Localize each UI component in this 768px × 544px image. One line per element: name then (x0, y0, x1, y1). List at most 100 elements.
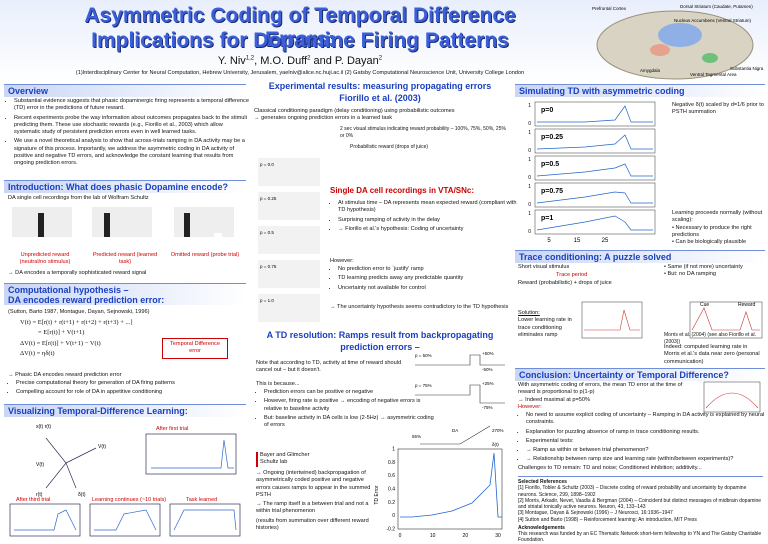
text: However: (330, 258, 354, 264)
panel-label: Learning continues (~10 trials) (92, 497, 166, 503)
legend-entry: Schultz lab (260, 459, 288, 466)
panel-label: p=1 (541, 215, 553, 222)
plot-frame (703, 381, 761, 413)
text: Trace period (556, 272, 588, 278)
psth (258, 192, 320, 220)
y-tick-label: 1 (528, 157, 531, 163)
y-tick-label: 1 (528, 130, 531, 136)
curve (584, 309, 640, 331)
p-label: +25% (482, 381, 494, 386)
brain-label: Prefrontal Cortex (592, 6, 627, 11)
psth (258, 294, 320, 322)
brain-figure: Prefrontal Cortex Dorsal Striatum (Cauda… (592, 4, 764, 80)
striatum (658, 23, 702, 47)
text-line: Solution: (518, 310, 540, 316)
ack-text: This research was funded by an EC Themat… (518, 531, 762, 544)
heading-line: prediction errors – (340, 341, 420, 352)
list-item: No prediction error to `justify' ramp (338, 266, 518, 273)
asymmetry-diagram: DA 270% 55% δ(t) (412, 425, 504, 447)
legend-entry: Bayer and Glimcher (260, 452, 310, 458)
text: 2 sec visual stimulus indicating reward … (340, 126, 506, 139)
heading-line: A TD resolution: Ramps result from backp… (266, 330, 494, 340)
p-label: p = 0.5 (260, 230, 274, 235)
bullet-list: At stimulus time – DA represents mean ex… (330, 200, 518, 235)
brain-label: Dorsal Striatum (Caudate, Putamen) (680, 4, 753, 9)
text: With asymmetric coding of errors, the me… (518, 382, 683, 404)
panel-label: After third trial (16, 497, 50, 503)
y-tick-label: 0 (528, 121, 531, 127)
text: Solution: Lower learning rate in trace co… (518, 310, 578, 339)
y-tick-label: 0.4 (388, 487, 395, 493)
panel-curve (536, 191, 653, 204)
legend: Bayer and Glimcher Schultz lab (256, 452, 370, 467)
affiliation: (1)Interdisciplinary Center for Neural C… (75, 70, 525, 76)
p-label: p = 0.0 (260, 162, 274, 167)
section-heading: Introduction: What does phasic Dopamine … (4, 180, 246, 193)
y-tick-label: 0 (528, 148, 531, 154)
x-tick-label: 25 (602, 238, 609, 244)
y-tick-label: 0 (528, 202, 531, 208)
arrow (45, 437, 67, 464)
text: Negative δ(t) scaled by d=1/6 prior to P… (672, 102, 764, 116)
panel-label: Task learned (186, 497, 217, 503)
y-tick-label: 0 (392, 513, 395, 519)
p-label: 270% (492, 428, 504, 433)
list-item: Compelling account for role of DA in app… (16, 389, 252, 396)
y-tick-label: 0.6 (388, 473, 395, 479)
plot-label: Cue (700, 302, 709, 308)
symbol: x(t) r(t) (36, 424, 51, 430)
p-label: p = 0.25 (260, 196, 277, 201)
recording-figure (12, 207, 234, 237)
list-item: At stimulus time – DA represents mean ex… (338, 200, 518, 215)
arrow (65, 462, 77, 489)
text: • Same (if not more) uncertainty • But: n… (664, 264, 764, 279)
y-tick-label: 1 (528, 103, 531, 109)
list-item: TD learning predicts away any predictabl… (338, 275, 518, 282)
bullet-list: Prediction errors can be positive or neg… (256, 389, 434, 431)
y-tick-label: -0.2 (386, 527, 395, 533)
text-line: Lower learning rate in trace conditionin… (518, 317, 572, 338)
panel-label: p=0 (541, 107, 553, 114)
dip (214, 233, 222, 237)
psth (258, 226, 320, 254)
title-line: Asymmetric Coding of Temporal Difference… (84, 4, 516, 51)
y-tick-label: 0.2 (388, 500, 395, 506)
p-label: -75% (482, 405, 493, 410)
figure-label: Unpredicted reward (neutral/no stimulus) (19, 252, 71, 266)
list-item: Prediction errors can be positive or neg… (264, 389, 434, 396)
text: Classical conditioning paradigm (delay c… (254, 108, 509, 123)
references: Selected References [1] Fiorillo, Tobler… (518, 476, 763, 544)
equation: = E[r(t)] + V(t+1) (38, 329, 85, 337)
list-item: → Ongoing (intertwined) backpropagation … (256, 470, 371, 498)
panel-frame (534, 128, 656, 154)
text: This is because... (256, 381, 300, 387)
trace (415, 384, 505, 404)
author: and P. Dayan (310, 55, 379, 67)
heading-line: Experimental results: measuring propagat… (268, 81, 492, 91)
list-item: We use a novel theoretical analysis to s… (14, 138, 250, 167)
list-item: But: baseline activity in DA cells is lo… (264, 415, 434, 430)
y-tick-label: 0 (528, 229, 531, 235)
text: DA single cell recordings from the lab o… (8, 195, 149, 201)
vta (702, 53, 718, 63)
brain-label: Ventral Tegmental Area (690, 72, 737, 77)
p-label: 55% (412, 434, 421, 439)
accumbens (650, 44, 670, 56)
list-item: Uncertainty not available for control (338, 285, 518, 292)
symbol: δ(t) (78, 492, 86, 498)
panel-curve (536, 163, 653, 177)
p-label: p = 0.75 (260, 264, 277, 269)
y-tick-label: 0.8 (388, 460, 395, 466)
refs-list: [1] Fiorillo, Tobler & Schultz (2003) – … (518, 485, 763, 523)
list-item: Surprising ramping of activity in the de… (338, 217, 518, 224)
text-line: Classical conditioning paradigm (delay c… (254, 108, 455, 114)
equation: ΔV(t) = E[r(t)] + V(t+1) − V(t) (20, 339, 101, 347)
brain-label: Nucleus Accumbens (Ventral Striatum) (674, 18, 752, 23)
x-tick-label: 10 (430, 533, 436, 539)
x-tick-label: 30 (495, 533, 501, 539)
text-line: → generates ongoing prediction errors in… (254, 115, 393, 122)
plot-curve (173, 509, 237, 531)
list-item: [1] Fiorillo, Tobler & Schultz (2003) – … (518, 485, 747, 498)
text: Note that according to TD, activity at t… (256, 360, 402, 374)
panel-curve (536, 215, 653, 231)
